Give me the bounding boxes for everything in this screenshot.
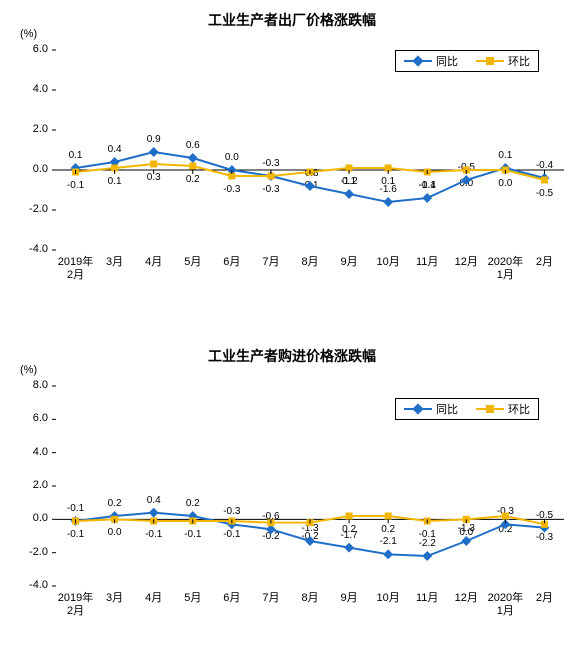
- series-marker: [344, 189, 354, 199]
- series-marker: [344, 543, 354, 553]
- series-marker: [502, 513, 509, 520]
- legend-line-icon: [476, 408, 504, 410]
- xtick-label: 9月: [341, 256, 358, 269]
- xtick-label: 5月: [184, 256, 201, 269]
- series-marker: [383, 197, 393, 207]
- ytick-label: 0.0: [12, 512, 48, 524]
- chart-1: 工业生产者购进价格涨跌幅(%)-4.0-2.00.02.04.06.08.0-0…: [0, 336, 584, 672]
- series-marker: [385, 513, 392, 520]
- xtick-label: 12月: [455, 256, 478, 269]
- xtick-label: 12月: [455, 592, 478, 605]
- ytick-label: 4.0: [12, 83, 48, 95]
- ytick-label: -2.0: [12, 203, 48, 215]
- y-axis-unit: (%): [20, 28, 37, 40]
- legend-item-0: 同比: [404, 401, 458, 417]
- series-marker: [305, 536, 315, 546]
- legend: 同比 环比: [395, 398, 539, 420]
- legend-label: 同比: [436, 53, 458, 69]
- series-marker: [422, 551, 432, 561]
- series-marker: [149, 508, 159, 518]
- series-marker: [461, 536, 471, 546]
- series-marker: [149, 147, 159, 157]
- series-line-0: [76, 152, 545, 202]
- xtick-label: 2020年1月: [488, 256, 523, 282]
- xtick-label: 8月: [301, 256, 318, 269]
- xtick-label: 6月: [223, 592, 240, 605]
- xtick-label: 7月: [262, 592, 279, 605]
- ytick-label: 6.0: [12, 412, 48, 424]
- diamond-marker-icon: [412, 403, 423, 414]
- legend-label: 同比: [436, 401, 458, 417]
- xtick-label: 11月: [416, 592, 438, 605]
- ytick-label: 8.0: [12, 379, 48, 391]
- series-marker: [383, 549, 393, 559]
- series-marker: [188, 153, 198, 163]
- legend: 同比 环比: [395, 50, 539, 72]
- legend-item-1: 环比: [476, 401, 530, 417]
- legend-label: 环比: [508, 53, 530, 69]
- xtick-label: 4月: [145, 592, 162, 605]
- xtick-label: 2月: [536, 592, 553, 605]
- legend-line-icon: [476, 60, 504, 62]
- series-marker: [541, 177, 548, 184]
- xtick-label: 2020年1月: [488, 592, 523, 618]
- legend-item-0: 同比: [404, 53, 458, 69]
- xtick-label: 2019年2月: [58, 256, 93, 282]
- xtick-label: 9月: [341, 592, 358, 605]
- ytick-label: -2.0: [12, 546, 48, 558]
- square-marker-icon: [486, 57, 494, 65]
- ytick-label: 4.0: [12, 446, 48, 458]
- chart-title: 工业生产者出厂价格涨跌幅: [0, 10, 584, 30]
- ytick-label: -4.0: [12, 243, 48, 255]
- diamond-marker-icon: [412, 55, 423, 66]
- series-marker: [346, 513, 353, 520]
- series-marker: [461, 175, 471, 185]
- legend-line-icon: [404, 408, 432, 410]
- ytick-label: 6.0: [12, 43, 48, 55]
- xtick-label: 8月: [301, 592, 318, 605]
- xtick-label: 10月: [377, 256, 400, 269]
- plot-svg: [56, 50, 564, 250]
- ytick-label: 2.0: [12, 123, 48, 135]
- xtick-label: 3月: [106, 256, 123, 269]
- legend-item-1: 环比: [476, 53, 530, 69]
- xtick-label: 7月: [262, 256, 279, 269]
- xtick-label: 6月: [223, 256, 240, 269]
- xtick-label: 11月: [416, 256, 438, 269]
- chart-title: 工业生产者购进价格涨跌幅: [0, 346, 584, 366]
- chart-0: 工业生产者出厂价格涨跌幅(%)-4.0-2.00.02.04.06.00.10.…: [0, 0, 584, 336]
- square-marker-icon: [486, 405, 494, 413]
- y-axis-unit: (%): [20, 364, 37, 376]
- ytick-label: 2.0: [12, 479, 48, 491]
- series-marker: [189, 163, 196, 170]
- xtick-label: 3月: [106, 592, 123, 605]
- xtick-label: 5月: [184, 592, 201, 605]
- charts-root: 工业生产者出厂价格涨跌幅(%)-4.0-2.00.02.04.06.00.10.…: [0, 0, 584, 672]
- legend-line-icon: [404, 60, 432, 62]
- xtick-label: 4月: [145, 256, 162, 269]
- ytick-label: -4.0: [12, 579, 48, 591]
- legend-label: 环比: [508, 401, 530, 417]
- ytick-label: 0.0: [12, 163, 48, 175]
- series-marker: [422, 193, 432, 203]
- xtick-label: 2月: [536, 256, 553, 269]
- series-marker: [305, 181, 315, 191]
- xtick-label: 10月: [377, 592, 400, 605]
- xtick-label: 2019年2月: [58, 592, 93, 618]
- series-marker: [150, 161, 157, 168]
